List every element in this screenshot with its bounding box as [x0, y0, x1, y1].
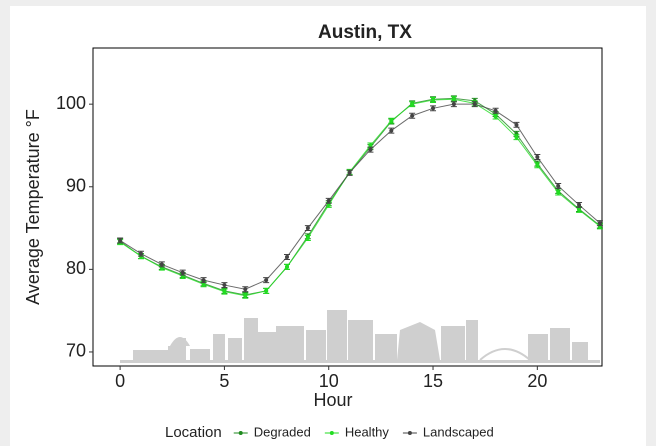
legend-key-point: [329, 431, 334, 435]
point: [326, 202, 331, 207]
x-tick-label: 10: [319, 371, 339, 391]
point: [243, 287, 248, 292]
point: [305, 235, 310, 240]
x-axis-label: Hour: [313, 390, 352, 410]
point: [410, 113, 415, 118]
x-tick-label: 5: [219, 371, 229, 391]
point: [201, 278, 206, 283]
point: [305, 226, 310, 231]
y-tick-label: 70: [66, 341, 86, 361]
point: [431, 98, 436, 103]
x-tick-label: 0: [115, 371, 125, 391]
point: [326, 198, 331, 203]
y-tick-label: 100: [56, 93, 86, 113]
point: [514, 122, 519, 127]
point: [556, 190, 561, 195]
point: [159, 262, 164, 267]
point: [493, 108, 498, 113]
legend-key-point: [407, 431, 412, 435]
point: [472, 102, 477, 107]
point: [451, 97, 456, 102]
y-tick-label: 80: [66, 258, 86, 278]
series-line: [119, 98, 601, 297]
point: [243, 293, 248, 298]
skyline: [120, 310, 600, 363]
point: [285, 264, 290, 269]
point: [138, 251, 143, 256]
point: [285, 254, 290, 259]
point: [535, 163, 540, 168]
x-tick-label: 20: [527, 371, 547, 391]
legend-key-point: [238, 431, 243, 435]
x-tick-label: 15: [423, 371, 443, 391]
point: [451, 102, 456, 107]
chart-title: Austin, TX: [318, 22, 412, 43]
point: [368, 147, 373, 152]
point: [556, 183, 561, 188]
point: [368, 143, 373, 148]
point: [514, 135, 519, 140]
point: [597, 221, 602, 226]
point: [222, 283, 227, 288]
point: [493, 114, 498, 119]
plot-panel: [92, 47, 603, 367]
point: [264, 288, 269, 293]
point: [431, 106, 436, 111]
series-line: [119, 97, 601, 296]
point: [410, 102, 415, 107]
point: [180, 270, 185, 275]
point: [389, 118, 394, 123]
series-line: [119, 103, 601, 290]
point: [577, 202, 582, 207]
point: [222, 289, 227, 294]
point: [389, 128, 394, 133]
legend-title: Location: [165, 424, 222, 441]
point: [535, 155, 540, 160]
point: [201, 282, 206, 287]
chart-background: [10, 6, 646, 446]
legend-label: Healthy: [345, 424, 390, 439]
y-axis-label: Average Temperature °F: [23, 109, 43, 305]
point: [577, 207, 582, 212]
point: [347, 170, 352, 175]
point: [264, 278, 269, 283]
point: [118, 238, 123, 243]
y-tick-label: 90: [66, 176, 86, 196]
legend-label: Degraded: [254, 424, 311, 439]
legend-label: Landscaped: [423, 424, 494, 439]
